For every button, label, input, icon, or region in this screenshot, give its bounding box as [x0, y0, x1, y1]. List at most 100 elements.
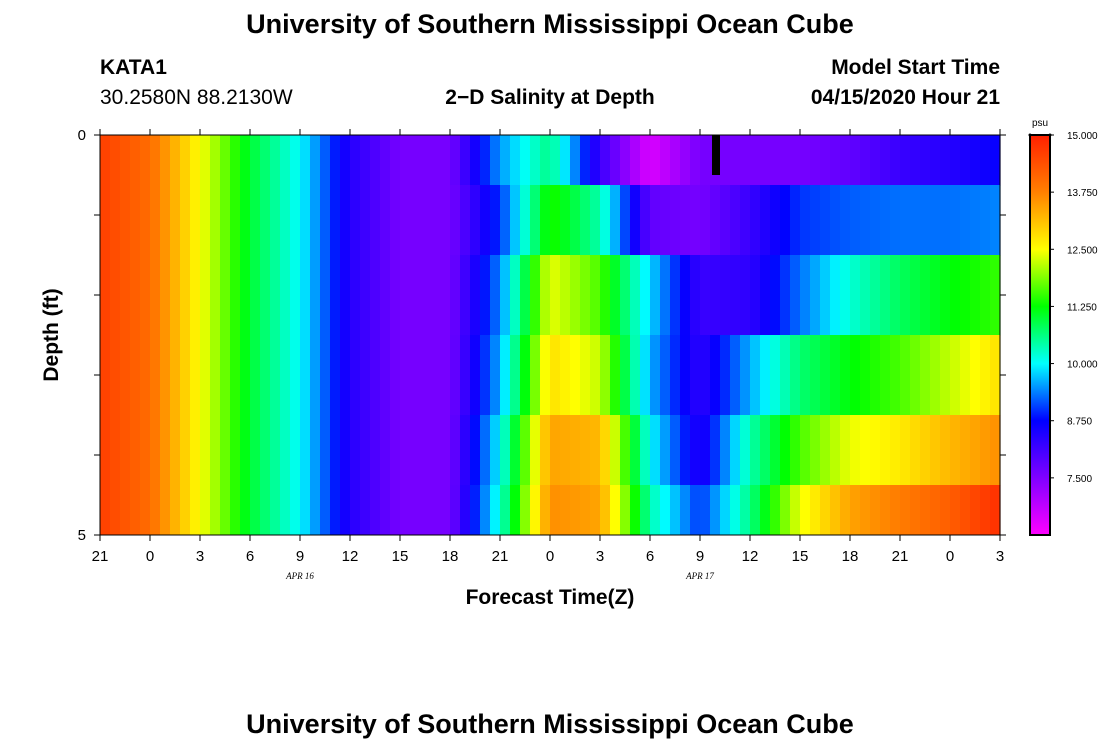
- heat-cell: [440, 135, 451, 186]
- heat-cell: [470, 415, 481, 486]
- heat-cell: [390, 415, 401, 486]
- heat-cell: [860, 185, 871, 256]
- heat-cell: [820, 135, 831, 186]
- heat-cell: [990, 255, 1001, 336]
- heat-cell: [370, 335, 381, 416]
- heat-cell: [910, 485, 921, 536]
- heat-cell: [620, 485, 631, 536]
- colorbar-tick-label: 7.500: [1067, 474, 1092, 485]
- heat-cell: [270, 485, 281, 536]
- heat-cell: [530, 185, 541, 256]
- heat-cell: [150, 335, 161, 416]
- heat-cell: [490, 185, 501, 256]
- heat-cell: [120, 185, 131, 256]
- page-title: University of Southern Mississippi Ocean…: [246, 9, 854, 39]
- heat-cell: [460, 415, 471, 486]
- heat-cell: [690, 335, 701, 416]
- heat-cell: [720, 485, 731, 536]
- heat-cell: [320, 185, 331, 256]
- heat-cell: [290, 485, 301, 536]
- heat-cell: [210, 185, 221, 256]
- heat-cell: [550, 415, 561, 486]
- heat-cell: [210, 255, 221, 336]
- heat-cell: [880, 335, 891, 416]
- heat-cell: [280, 415, 291, 486]
- heat-cell: [210, 135, 221, 186]
- heat-cell: [680, 135, 691, 186]
- x-tick-label: 0: [546, 548, 554, 565]
- x-tick-label: 6: [646, 548, 654, 565]
- heat-cell: [380, 255, 391, 336]
- heat-cell: [630, 335, 641, 416]
- footer-title: University of Southern Mississippi Ocean…: [246, 709, 854, 739]
- heat-cell: [300, 135, 311, 186]
- heat-cell: [990, 185, 1001, 256]
- x-tick-label: 12: [342, 548, 359, 565]
- heat-cell: [210, 335, 221, 416]
- y-tick-label: 0: [78, 127, 86, 144]
- heat-cell: [560, 135, 571, 186]
- heat-cell: [270, 185, 281, 256]
- heat-cell: [830, 485, 841, 536]
- heat-cell: [130, 485, 141, 536]
- heat-cell: [940, 485, 951, 536]
- heat-cell: [790, 485, 801, 536]
- heat-cell: [460, 485, 471, 536]
- heat-cell: [200, 185, 211, 256]
- heat-cell: [800, 335, 811, 416]
- heat-cell: [490, 135, 501, 186]
- heat-cell: [230, 255, 241, 336]
- heat-cell: [100, 255, 111, 336]
- heat-cell: [930, 255, 941, 336]
- heat-cell: [570, 135, 581, 186]
- heat-cell: [460, 335, 471, 416]
- heat-cell: [410, 485, 421, 536]
- x-tick-label: 3: [196, 548, 204, 565]
- heat-cell: [890, 185, 901, 256]
- heat-cell: [420, 335, 431, 416]
- heat-cell: [840, 415, 851, 486]
- heat-cell: [770, 415, 781, 486]
- heat-cell: [870, 185, 881, 256]
- heat-cell: [450, 335, 461, 416]
- heat-cell: [940, 255, 951, 336]
- heat-cell: [120, 485, 131, 536]
- heat-cell: [480, 335, 491, 416]
- heat-cell: [760, 335, 771, 416]
- heat-cell: [140, 255, 151, 336]
- x-tick-label: 9: [296, 548, 304, 565]
- heat-cell: [170, 335, 181, 416]
- heat-cell: [490, 415, 501, 486]
- heat-cell: [500, 255, 511, 336]
- heat-cell: [340, 485, 351, 536]
- heat-cell: [430, 185, 441, 256]
- heat-cell: [110, 485, 121, 536]
- heat-cell: [290, 335, 301, 416]
- heat-cell: [850, 335, 861, 416]
- heat-cell: [120, 335, 131, 416]
- heat-cell: [370, 185, 381, 256]
- heat-cell: [820, 255, 831, 336]
- heat-cell: [390, 255, 401, 336]
- heat-cell: [710, 335, 721, 416]
- heat-cell: [510, 135, 521, 186]
- heat-cell: [210, 485, 221, 536]
- heat-cell: [100, 415, 111, 486]
- heat-cell: [380, 335, 391, 416]
- heat-cell: [420, 255, 431, 336]
- heat-cell: [370, 255, 381, 336]
- heat-cell: [480, 485, 491, 536]
- heat-cell: [220, 135, 231, 186]
- heat-cell: [880, 185, 891, 256]
- heat-cell: [520, 255, 531, 336]
- heat-cell: [920, 335, 931, 416]
- heat-cell: [260, 255, 271, 336]
- heat-cell: [580, 415, 591, 486]
- y-axis-ticks: 05: [78, 127, 1006, 544]
- heat-cell: [730, 485, 741, 536]
- heat-cell: [790, 415, 801, 486]
- heat-cell: [970, 415, 981, 486]
- x-tick-label: 15: [792, 548, 809, 565]
- heat-cell: [570, 185, 581, 256]
- heat-cell: [540, 485, 551, 536]
